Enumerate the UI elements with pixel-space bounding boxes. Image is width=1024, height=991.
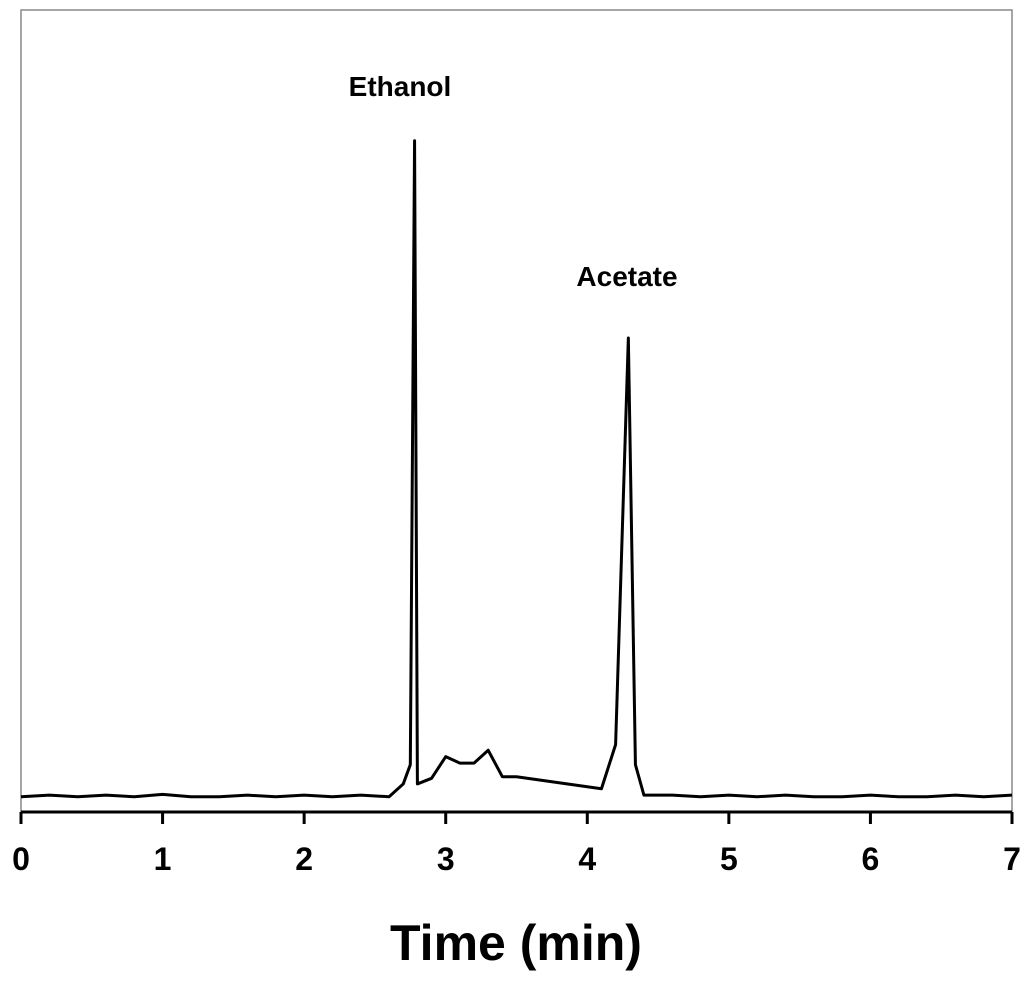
x-tick-label: 2: [295, 841, 313, 877]
x-tick-label: 1: [154, 841, 172, 877]
x-tick-label: 0: [12, 841, 30, 877]
plot-frame: [20, 9, 1013, 813]
x-tick-label: 4: [578, 841, 596, 877]
x-axis-label: Time (min): [390, 915, 642, 971]
x-tick-label: 7: [1003, 841, 1021, 877]
annotation: Acetate: [576, 261, 677, 292]
x-tick-label: 5: [720, 841, 738, 877]
x-tick-label: 3: [437, 841, 455, 877]
x-tick-label: 6: [862, 841, 880, 877]
data-line: [20, 139, 1013, 799]
annotation: Ethanol: [349, 71, 452, 102]
